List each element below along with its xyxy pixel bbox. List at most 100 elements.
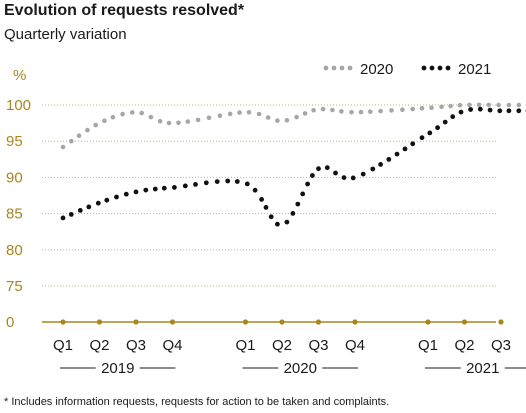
series-point: [290, 211, 296, 216]
series-point: [410, 141, 416, 147]
series-point: [386, 157, 392, 162]
series-point: [166, 120, 172, 126]
series-point: [310, 173, 315, 178]
legend-swatch-dot: [437, 65, 443, 71]
series-point: [284, 118, 290, 123]
series-point: [214, 179, 220, 185]
y-axis-ticks: 100 95 90 85 80 75 0: [6, 97, 31, 331]
series-point: [439, 104, 444, 110]
series-point: [305, 181, 310, 187]
baseline-point: [315, 319, 322, 325]
series-point: [234, 179, 240, 184]
baseline-point: [242, 319, 249, 325]
series-point: [77, 208, 83, 213]
series-point: [339, 109, 344, 114]
series-point: [486, 102, 492, 108]
series-point: [350, 175, 356, 181]
series-point: [294, 114, 299, 120]
x-tick-label: Q3: [491, 337, 511, 354]
series-point: [110, 114, 116, 120]
legend-item-2021: 2021: [421, 61, 491, 78]
series-point: [244, 181, 250, 187]
series-point: [467, 102, 472, 108]
series-point: [157, 118, 163, 124]
y-tick-label: 80: [6, 242, 23, 259]
legend-swatch-dot: [421, 65, 427, 71]
baseline-point: [352, 319, 358, 325]
series-point: [227, 111, 233, 117]
series-point: [370, 166, 376, 172]
series-point: [265, 115, 271, 120]
series-point: [324, 165, 330, 171]
series-point: [148, 114, 154, 120]
series-point: [429, 105, 434, 110]
zero-baseline: [42, 319, 504, 325]
series-point: [225, 178, 231, 184]
legend-swatch-dot: [445, 65, 451, 71]
series-point: [516, 108, 522, 114]
y-tick-label: 75: [6, 278, 23, 295]
series-point: [139, 110, 144, 116]
series-point: [114, 194, 119, 200]
series-point: [256, 111, 262, 117]
baseline-point: [60, 319, 66, 325]
x-tick-label: Q1: [235, 337, 255, 354]
series-point: [311, 108, 316, 113]
series-point: [506, 102, 512, 108]
series-point: [95, 200, 101, 206]
series-point: [316, 166, 321, 172]
series-point: [295, 201, 301, 207]
x-tick-label: Q3: [126, 337, 146, 354]
series-point: [400, 107, 405, 112]
y-tick-label: 0: [6, 314, 14, 331]
series-point: [468, 107, 473, 112]
series-point: [419, 135, 425, 141]
series-point: [237, 110, 242, 115]
x-tick-label: Q1: [53, 337, 73, 354]
legend-swatch-dot: [331, 65, 337, 71]
series-point: [300, 191, 306, 197]
series-point: [86, 204, 92, 210]
series-point: [206, 115, 212, 121]
series-point: [143, 187, 149, 193]
series-point: [497, 108, 503, 114]
x-tick-label: Q1: [418, 337, 438, 354]
series-point: [457, 102, 463, 108]
series-point: [427, 130, 433, 136]
series-point: [93, 122, 98, 128]
series-point: [419, 106, 425, 111]
legend: 2020 2021: [323, 61, 491, 78]
chart-subtitle: Quarterly variation: [4, 26, 127, 43]
series-point: [185, 119, 191, 124]
baseline-point: [461, 319, 468, 325]
legend-item-2020: 2020: [323, 61, 393, 78]
series-point: [133, 189, 139, 195]
series-point: [389, 108, 394, 113]
year-label: 2019: [101, 360, 134, 377]
series-point: [104, 197, 110, 203]
series-point: [193, 182, 198, 187]
series-point: [394, 151, 400, 157]
x-tick-label: Q3: [308, 337, 328, 354]
series-point: [349, 109, 354, 115]
series-point: [60, 144, 66, 150]
series-point: [152, 186, 158, 192]
series-point: [496, 102, 501, 108]
series-point: [442, 119, 448, 125]
baseline-point: [96, 319, 103, 325]
baseline-point: [279, 319, 285, 325]
series-point: [516, 102, 522, 108]
chart-title: Evolution of requests resolved*: [4, 2, 245, 19]
grid-lines: [42, 104, 496, 287]
footnote: * Includes information requests, request…: [4, 396, 390, 408]
series-point: [477, 106, 483, 112]
legend-swatch-dot: [347, 65, 353, 71]
series-point: [450, 114, 456, 120]
baseline-point: [133, 319, 139, 325]
series-point: [487, 107, 493, 113]
legend-swatch-dot: [429, 65, 435, 71]
series-point: [203, 180, 209, 186]
series-point: [176, 120, 181, 126]
series-point: [360, 171, 366, 177]
